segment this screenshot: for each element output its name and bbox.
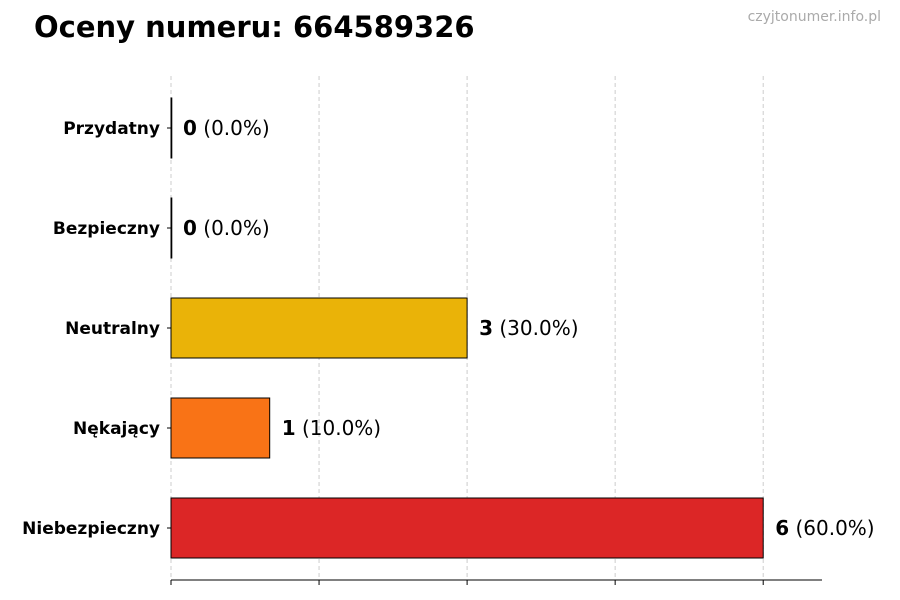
value-label: 0 (0.0%) (183, 216, 270, 240)
bars (170, 97, 764, 559)
category-label: Przydatny (63, 119, 160, 139)
chart-title: Oceny numeru: 664589326 (34, 10, 475, 44)
value-label: 3 (30.0%) (479, 316, 578, 340)
category-label: Neutralny (65, 319, 160, 339)
category-label: Nękający (73, 419, 160, 439)
labels: Przydatny 0 (0.0%) Bezpieczny 0 (0.0%) Neutr… (22, 116, 874, 540)
bar-1 (170, 197, 173, 259)
watermark: czyjtonumer.info.pl (747, 9, 881, 25)
category-label: Niebezpieczny (22, 519, 160, 539)
value-label: 0 (0.0%) (183, 116, 270, 140)
bar-0 (170, 97, 173, 159)
bar-3 (170, 397, 271, 459)
bar-4 (170, 497, 764, 559)
axes (167, 127, 822, 585)
bar-2 (170, 297, 468, 359)
value-label: 6 (60.0%) (775, 516, 874, 540)
value-label: 1 (10.0%) (282, 416, 381, 440)
category-label: Bezpieczny (53, 219, 160, 239)
